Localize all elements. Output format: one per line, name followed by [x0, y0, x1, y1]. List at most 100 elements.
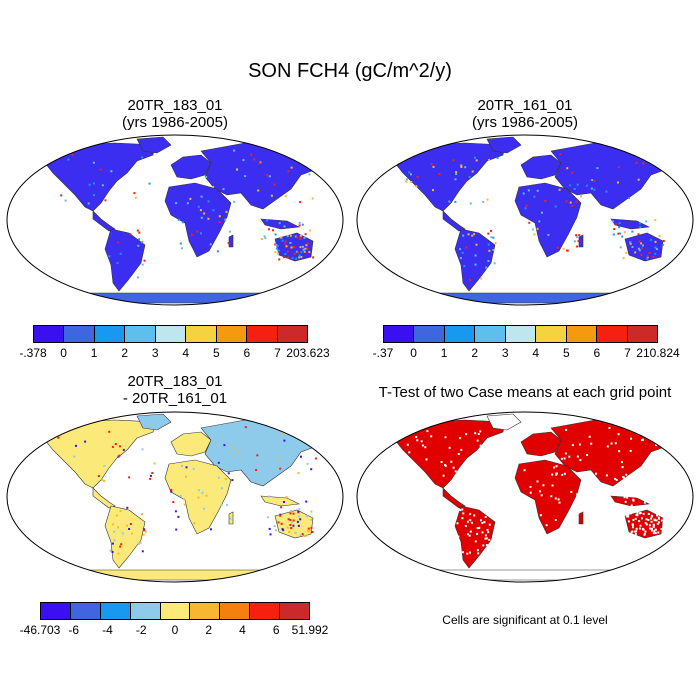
colorbar-swatch	[160, 603, 191, 619]
panel-1-title: 20TR_183_01 (yrs 1986-2005)	[10, 97, 340, 131]
colorbar-tick-label: 3	[501, 346, 509, 360]
colorbar-swatch	[70, 603, 101, 619]
continent-europe	[520, 431, 562, 457]
panel-3-colorbar-labels: -46.703 -6 -4 -2 0 2 4 6 51.992	[20, 623, 329, 639]
colorbar-tick-label: -6	[68, 623, 80, 637]
continent-southAmerica	[104, 228, 146, 292]
colorbar-tick-label: 5	[212, 346, 220, 360]
colorbar-tick-label: 7	[274, 346, 281, 360]
colorbar-tick-label: 1	[440, 346, 448, 360]
continent-centralAmerica	[442, 487, 466, 509]
continent-northAmerica	[394, 419, 506, 489]
panel-1-colorbar	[33, 325, 308, 343]
colorbar-tick-label: 6	[593, 346, 601, 360]
continent-newZealand	[670, 537, 678, 549]
continent-southAmerica	[104, 505, 146, 569]
colorbar-swatch	[130, 603, 161, 619]
continent-antarctica	[44, 292, 306, 304]
colorbar-tick-label: 7	[624, 346, 631, 360]
panel-3-title: 20TR_183_01 - 20TR_161_01	[10, 373, 340, 407]
colorbar-swatch	[94, 326, 126, 342]
colorbar-swatch	[536, 326, 567, 342]
colorbar-swatch	[277, 326, 307, 342]
colorbar-swatch	[190, 603, 221, 619]
panel-4-title: T-Test of two Case means at each grid po…	[378, 384, 672, 401]
colorbar-tick-label: -.37	[372, 346, 394, 360]
map-land	[44, 136, 328, 304]
colorbar-tick-label: 2	[471, 346, 478, 360]
colorbar-tick-label: 4	[532, 346, 540, 360]
continent-greenland	[136, 413, 172, 431]
colorbar-tick-label: 0	[60, 346, 67, 360]
continent-europe	[520, 154, 562, 180]
panel-3-title-line2: - 20TR_161_01	[122, 390, 228, 407]
continent-northAmerica	[44, 419, 156, 489]
continent-madagascar	[228, 234, 234, 248]
colorbar-swatch	[627, 326, 657, 342]
colorbar-swatch	[220, 603, 251, 619]
panel-2-title: 20TR_161_01 (yrs 1986-2005)	[360, 97, 690, 131]
colorbar-swatch	[250, 603, 281, 619]
map-border	[356, 411, 694, 583]
colorbar-tick-label: -.378	[19, 346, 47, 360]
panel-2-colorbar-labels: -.37 0 1 2 3 4 5 6 7 210.824	[373, 346, 680, 362]
panel-1-title-line1: 20TR_183_01	[127, 97, 223, 114]
colorbar-tick-label: 6	[272, 623, 280, 637]
colorbar-tick-label: 51.992	[291, 623, 329, 637]
continent-africa	[164, 182, 232, 258]
continent-newZealand	[670, 260, 678, 272]
map-texture	[405, 152, 665, 281]
colorbar-tick-label: 0	[171, 623, 179, 637]
continent-centralAmerica	[92, 210, 116, 232]
continent-indonesia	[260, 495, 301, 507]
panel-2-title-line2: (yrs 1986-2005)	[472, 114, 578, 131]
continent-antarctica	[394, 292, 656, 304]
colorbar-swatch	[475, 326, 506, 342]
colorbar-tick-label: 5	[562, 346, 570, 360]
map-land	[44, 413, 328, 581]
panel-2-map	[356, 134, 694, 306]
map-border	[356, 134, 694, 306]
map-land	[394, 136, 678, 304]
colorbar-swatch	[505, 326, 537, 342]
panel-2-colorbar	[383, 325, 658, 343]
map-texture	[406, 427, 666, 556]
colorbar-swatch	[414, 326, 445, 342]
panel-4-map	[356, 411, 694, 583]
continent-antarctica	[44, 569, 306, 581]
colorbar-swatch	[125, 326, 156, 342]
continent-greenland	[136, 136, 172, 154]
colorbar-tick-label: 3	[151, 346, 159, 360]
panel-3-title-line1: 20TR_183_01	[127, 373, 223, 390]
continent-newZealand	[320, 260, 328, 272]
panel-3-map	[6, 411, 344, 583]
colorbar-swatch	[280, 603, 310, 619]
continent-australia	[274, 509, 314, 539]
continent-southAmerica	[454, 228, 496, 292]
colorbar-swatch	[566, 326, 598, 342]
map-texture	[57, 426, 317, 555]
continent-madagascar	[578, 234, 584, 248]
continent-newZealand	[320, 537, 328, 549]
continent-africa	[514, 459, 582, 535]
continent-madagascar	[578, 511, 584, 525]
colorbar-swatch	[64, 326, 95, 342]
colorbar-tick-label: 210.824	[636, 346, 680, 360]
colorbar-tick-label: 2	[205, 623, 213, 637]
panel-1-colorbar-labels: -.378 0 1 2 3 4 5 6 7 203.623	[19, 346, 329, 362]
colorbar-tick-label: -2	[135, 623, 147, 637]
continent-antarctica	[394, 569, 656, 581]
colorbar-tick-label: 6	[243, 346, 251, 360]
continent-africa	[514, 182, 582, 258]
significance-note: Cells are significant at 0.1 level	[442, 613, 608, 627]
colorbar-tick-label: 0	[410, 346, 417, 360]
map-texture	[57, 148, 317, 279]
continent-australia	[624, 232, 664, 262]
colorbar-tick-label: -46.703	[19, 623, 61, 637]
colorbar-swatch	[34, 326, 65, 342]
continent-europe	[170, 431, 212, 457]
figure-title: SON FCH4 (gC/m^2/y)	[248, 60, 452, 82]
colorbar-swatch	[216, 326, 248, 342]
colorbar-tick-label: 4	[182, 346, 190, 360]
continent-greenland	[486, 136, 522, 154]
